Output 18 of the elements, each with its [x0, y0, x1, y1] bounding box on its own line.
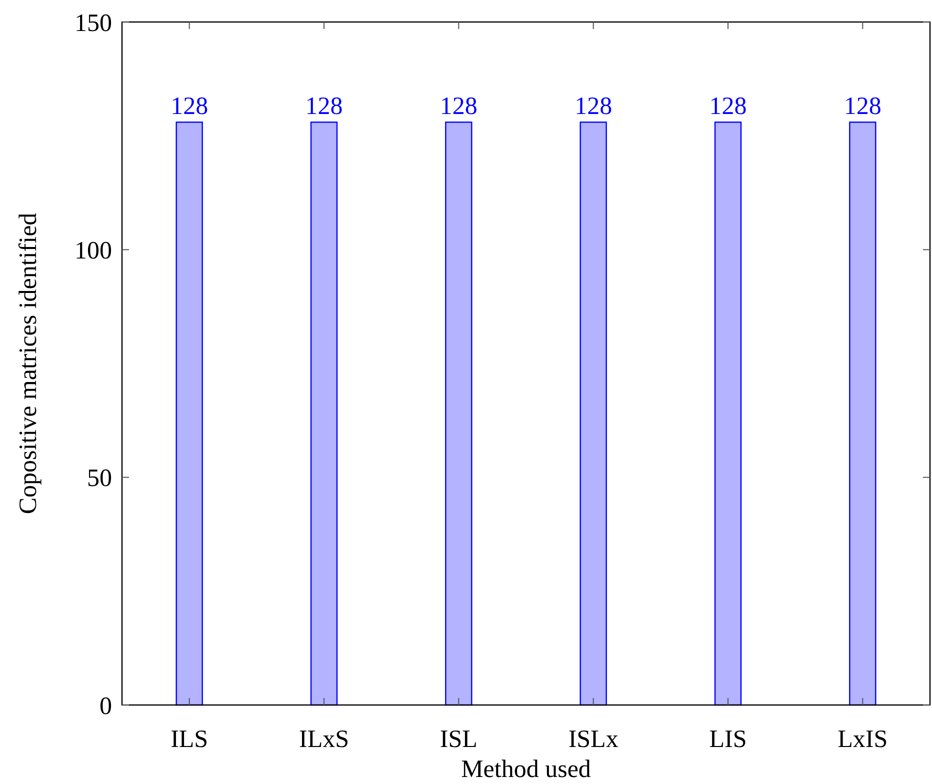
y-tick-label: 50 [87, 465, 112, 492]
x-tick-label: ISLx [568, 726, 619, 753]
data-label: 128 [844, 93, 882, 120]
y-tick-label: 150 [74, 10, 112, 37]
x-tick-label: ISL [440, 726, 478, 753]
data-label: 128 [440, 93, 478, 120]
data-label: 128 [709, 93, 747, 120]
x-tick-label: LxIS [838, 726, 888, 753]
x-tick-label: LIS [709, 726, 747, 753]
y-tick-label: 100 [74, 237, 112, 264]
x-tick-label: ILxS [299, 726, 349, 753]
y-axis-title: Copositive matrices identified [15, 212, 42, 514]
data-label: 128 [170, 93, 208, 120]
data-label: 128 [574, 93, 612, 120]
y-tick-label: 0 [100, 692, 112, 720]
x-tick-label: ILS [170, 726, 208, 753]
x-axis-title: Method used [461, 756, 592, 783]
data-label: 128 [305, 93, 343, 120]
